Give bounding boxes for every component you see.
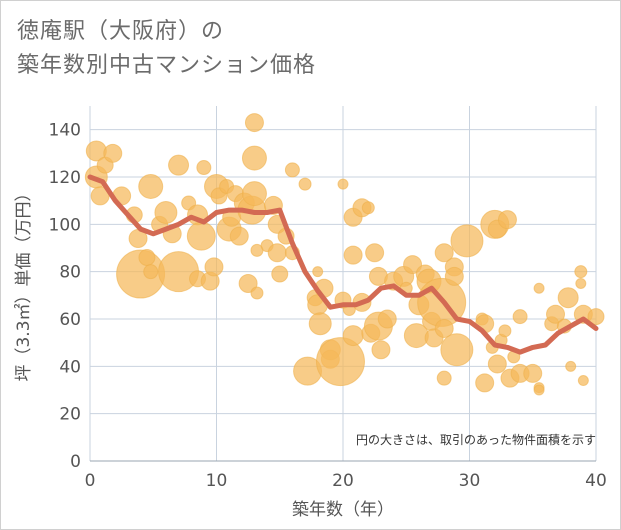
title-line-1: 徳庵駅（大阪府）の xyxy=(17,19,225,44)
y-tick-label: 60 xyxy=(59,310,81,330)
y-tick-label: 0 xyxy=(70,452,81,472)
bubble xyxy=(533,384,545,396)
x-tick-label: 20 xyxy=(332,471,354,491)
bubble xyxy=(158,251,200,293)
x-axis-label: 築年数（年） xyxy=(292,500,394,520)
bubble xyxy=(154,201,178,224)
bubble xyxy=(90,186,110,206)
bubble xyxy=(361,201,375,215)
y-axis-label: 坪（3.3㎡）単価（万円） xyxy=(14,184,34,381)
bubble xyxy=(436,370,452,386)
y-tick-label: 40 xyxy=(59,357,81,377)
bubble xyxy=(244,113,264,133)
bubble xyxy=(238,274,258,293)
bubble-size-note: 円の大きさは、取引のあった物件面積を示す xyxy=(356,432,596,447)
bubble xyxy=(565,360,577,372)
bubble xyxy=(168,154,190,176)
y-axis-ticks: 0 20 40 60 80 100 120 140 xyxy=(49,121,81,472)
bubble xyxy=(229,226,249,246)
bubble xyxy=(241,145,267,171)
bubble xyxy=(512,309,528,325)
x-tick-label: 10 xyxy=(206,471,228,491)
bubble xyxy=(546,304,566,324)
bubble xyxy=(371,340,391,360)
bubble xyxy=(103,143,123,163)
bubble xyxy=(365,243,385,263)
x-axis-ticks: 0 10 20 30 40 xyxy=(85,471,607,491)
bubble xyxy=(475,373,495,393)
bubble xyxy=(138,173,164,199)
bubble xyxy=(444,266,464,286)
bubble xyxy=(143,264,159,280)
bubble xyxy=(557,287,579,309)
bubble xyxy=(450,224,484,258)
bubble xyxy=(497,210,517,230)
x-tick-label: 40 xyxy=(585,471,607,491)
bubble xyxy=(523,363,543,383)
bubble xyxy=(343,245,363,265)
chart-title: 徳庵駅（大阪府）の 築年数別中古マンション価格 xyxy=(17,15,316,83)
bubble xyxy=(196,160,212,176)
y-tick-label: 20 xyxy=(59,405,81,425)
bubble xyxy=(587,308,605,326)
bubble xyxy=(533,282,545,294)
bubble xyxy=(284,162,300,178)
bubble xyxy=(403,255,423,275)
bubble xyxy=(241,181,267,207)
bubble xyxy=(575,278,587,289)
bubble xyxy=(434,243,454,263)
bubble xyxy=(377,309,397,329)
bubble xyxy=(298,177,312,191)
bubble xyxy=(204,257,224,277)
bubble xyxy=(434,318,454,338)
title-line-2: 築年数別中古マンション価格 xyxy=(17,53,317,78)
bubble xyxy=(267,243,287,263)
trend-line xyxy=(87,174,599,355)
bubble xyxy=(487,354,507,374)
bubble xyxy=(138,248,156,266)
y-tick-label: 80 xyxy=(59,263,81,283)
bubble xyxy=(271,265,289,283)
x-tick-label: 30 xyxy=(459,471,481,491)
bubble xyxy=(342,325,364,347)
y-tick-label: 100 xyxy=(49,215,81,235)
bubble xyxy=(577,375,589,387)
bubble xyxy=(308,312,332,336)
bubble xyxy=(574,265,588,279)
bubble xyxy=(440,333,474,367)
bubble xyxy=(315,337,365,387)
y-tick-label: 140 xyxy=(49,121,81,141)
bubble xyxy=(250,286,264,300)
y-tick-label: 120 xyxy=(49,168,81,188)
bubble xyxy=(312,266,324,278)
bubble xyxy=(337,178,349,190)
bubble xyxy=(186,221,216,251)
x-tick-label: 0 xyxy=(85,471,96,491)
bubble xyxy=(498,324,512,338)
bubbles xyxy=(84,113,605,396)
grid xyxy=(89,106,597,462)
